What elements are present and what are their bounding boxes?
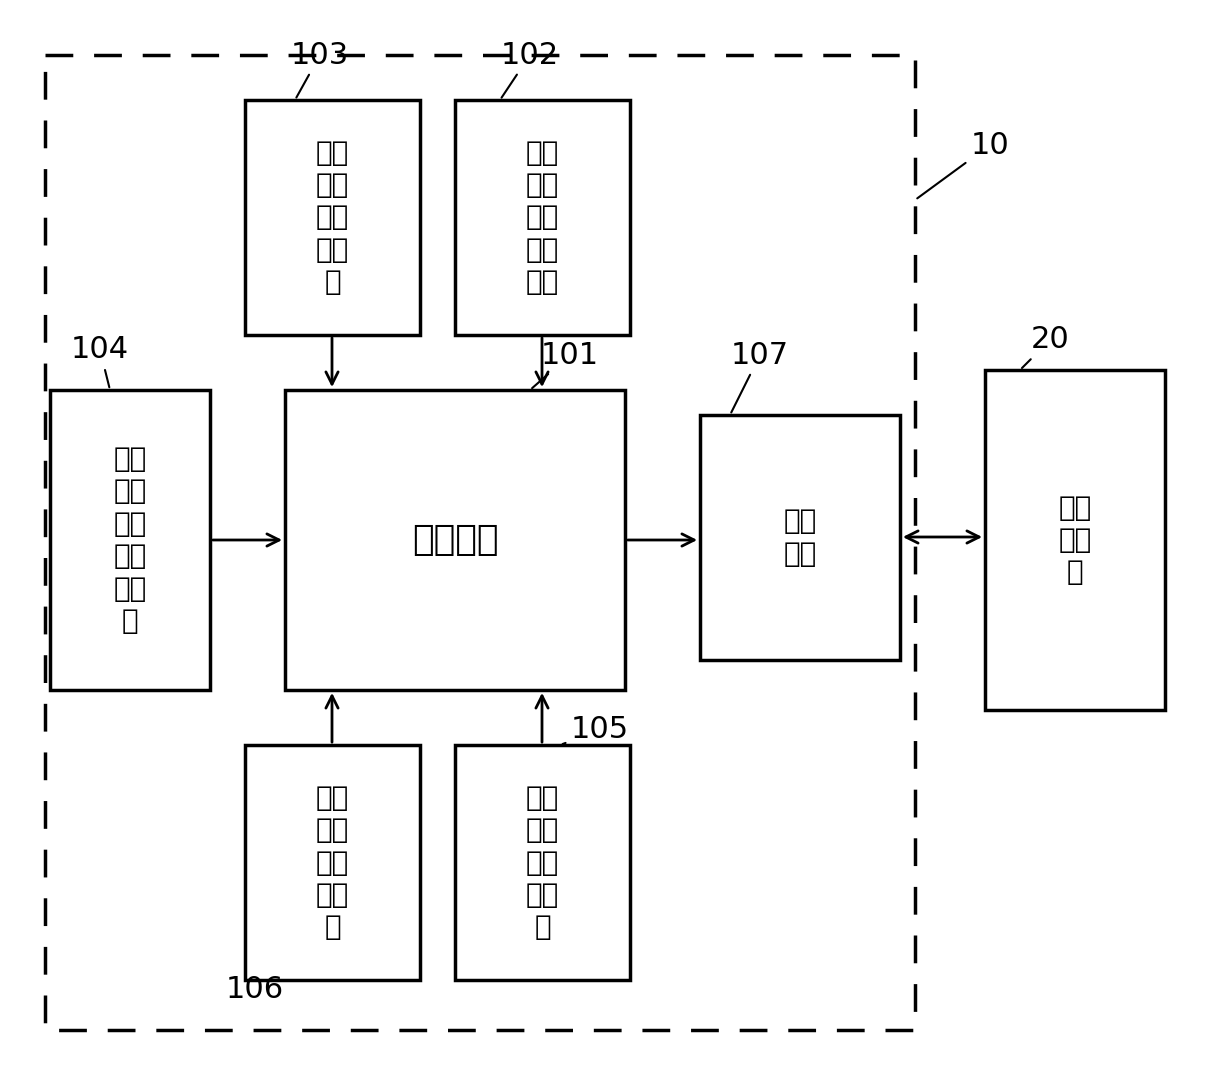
Bar [985,370,1165,710]
Bar [701,415,900,660]
Bar [45,55,915,1030]
Text: 皮肤
温度
传感
器模
块: 皮肤 温度 传感 器模 块 [526,784,559,941]
Text: 107: 107 [731,340,789,413]
Text: 20: 20 [1022,325,1070,369]
Bar [286,390,626,691]
Text: 可移
动终
端: 可移 动终 端 [1059,493,1091,586]
Text: 103: 103 [290,40,350,98]
Bar [50,390,211,691]
Text: 血氧
饱和
度传
感器
模块: 血氧 饱和 度传 感器 模块 [526,139,559,296]
Text: 海拔
高度
传感
器模
块: 海拔 高度 传感 器模 块 [316,784,350,941]
Text: 环境
温度
传感
器模
块: 环境 温度 传感 器模 块 [316,139,350,296]
Text: 101: 101 [532,340,599,388]
Text: 105: 105 [563,715,629,745]
Bar [244,745,420,980]
Text: 102: 102 [501,40,559,98]
Bar [455,745,630,980]
Bar [455,100,630,335]
Text: 10: 10 [917,130,1009,198]
Text: 通信
模块: 通信 模块 [783,507,817,568]
Text: 106: 106 [226,976,290,1005]
Text: 三轴
向加
速度
传感
器模
块: 三轴 向加 速度 传感 器模 块 [114,446,146,635]
Text: 主控芯片: 主控芯片 [411,522,499,557]
Text: 104: 104 [71,336,129,387]
Bar [244,100,420,335]
